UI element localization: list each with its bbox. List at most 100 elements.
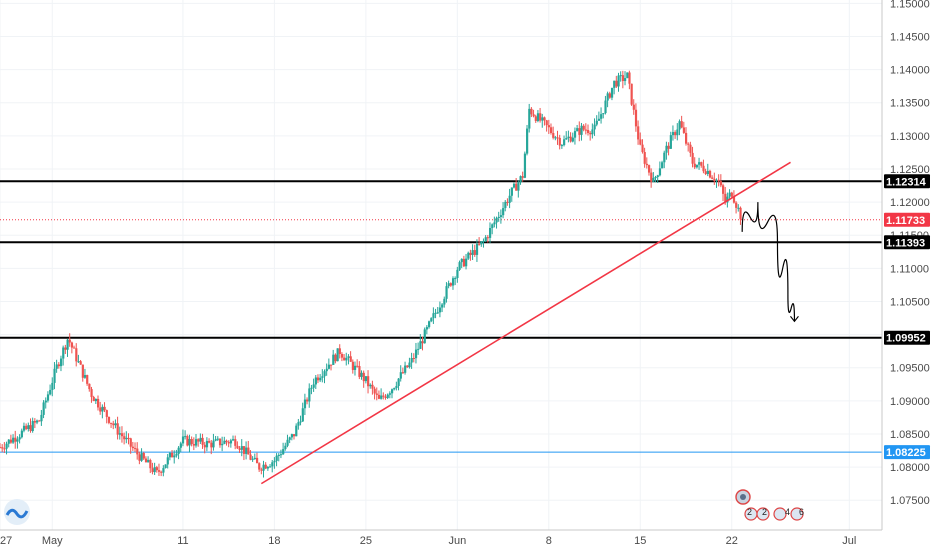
candle-body bbox=[451, 278, 455, 286]
trend-line[interactable] bbox=[260, 161, 791, 485]
candle-body bbox=[247, 447, 250, 455]
candle-body bbox=[286, 439, 289, 446]
candle-body bbox=[110, 422, 113, 424]
candle-body bbox=[428, 321, 431, 328]
candle-body bbox=[560, 145, 564, 147]
x-tick-label: 22 bbox=[726, 535, 738, 547]
projection-path[interactable] bbox=[741, 202, 796, 322]
candle-body bbox=[534, 116, 537, 121]
candle-body bbox=[704, 171, 707, 175]
horizontal-levels[interactable] bbox=[0, 180, 882, 453]
candle-body bbox=[449, 283, 452, 286]
candle-body bbox=[600, 114, 603, 119]
candle-body bbox=[698, 162, 701, 165]
candle-body bbox=[140, 453, 143, 461]
candle-body bbox=[693, 163, 696, 168]
x-tick-label: 25 bbox=[360, 535, 372, 547]
candle-body bbox=[510, 187, 513, 196]
candle-body bbox=[367, 376, 370, 387]
candle-body bbox=[610, 87, 614, 98]
candle-body bbox=[288, 437, 291, 440]
candle-body bbox=[480, 241, 483, 245]
candle-body bbox=[573, 131, 577, 138]
candle-body bbox=[393, 388, 396, 390]
candle-body bbox=[229, 440, 233, 444]
candle-body bbox=[626, 72, 629, 79]
candle-body bbox=[273, 460, 276, 463]
candle-body bbox=[408, 362, 411, 368]
candle-body bbox=[86, 375, 89, 384]
candle-body bbox=[375, 393, 378, 395]
candle-body bbox=[105, 410, 108, 417]
candle-body bbox=[526, 128, 529, 154]
candle-body bbox=[255, 457, 259, 464]
candle-body bbox=[630, 83, 633, 105]
candle-body bbox=[419, 341, 422, 349]
candle-body bbox=[251, 458, 254, 460]
time-axis[interactable] bbox=[0, 529, 932, 550]
candle-body bbox=[371, 384, 374, 389]
candle-body bbox=[175, 453, 178, 456]
candle-body bbox=[654, 177, 657, 179]
candle-body bbox=[284, 445, 287, 450]
candle-body bbox=[647, 165, 651, 173]
candle-body bbox=[49, 389, 52, 395]
candle-body bbox=[151, 468, 154, 473]
candle-body bbox=[443, 298, 446, 305]
candle-body bbox=[340, 354, 344, 358]
candle-body bbox=[38, 420, 41, 422]
y-tick-label: 1.09000 bbox=[890, 396, 930, 408]
candle-body bbox=[460, 258, 463, 263]
candle-body bbox=[495, 217, 498, 223]
candle-body bbox=[682, 127, 686, 133]
candle-body bbox=[412, 358, 415, 360]
candle-body bbox=[29, 425, 32, 432]
candle-body bbox=[706, 170, 709, 175]
candle-body bbox=[667, 145, 670, 149]
candle-body bbox=[641, 144, 644, 153]
candle-body bbox=[319, 377, 322, 381]
event-icon bbox=[773, 507, 787, 521]
candle-body bbox=[212, 440, 215, 448]
candle-body bbox=[334, 354, 337, 362]
candle-body bbox=[262, 464, 265, 471]
candle-body bbox=[75, 348, 78, 362]
candle-body bbox=[569, 136, 572, 142]
candle-body bbox=[107, 416, 111, 423]
candle-body bbox=[347, 356, 350, 358]
price-tag-label: 1.11393 bbox=[886, 237, 925, 249]
candle-body bbox=[541, 117, 544, 121]
candle-body bbox=[103, 406, 106, 411]
candle-body bbox=[554, 137, 557, 139]
candle-body bbox=[615, 80, 618, 87]
candle-body bbox=[724, 193, 727, 203]
candle-body bbox=[221, 443, 224, 446]
event-icons[interactable]: 2 2 4 6 bbox=[735, 489, 804, 521]
candle-body bbox=[425, 327, 429, 330]
candle-body bbox=[478, 243, 481, 245]
candle-body bbox=[9, 439, 13, 443]
candle-body bbox=[205, 441, 209, 448]
candle-body bbox=[12, 437, 15, 443]
tradingview-logo-icon[interactable] bbox=[4, 499, 30, 525]
candle-body bbox=[645, 163, 648, 166]
candle-body bbox=[345, 357, 348, 361]
candle-body bbox=[432, 313, 435, 319]
candle-body bbox=[53, 368, 56, 383]
candle-body bbox=[323, 371, 326, 377]
candle-body bbox=[306, 399, 309, 402]
candle-body bbox=[652, 177, 655, 182]
candle-body bbox=[369, 384, 372, 387]
price-tag-label: 1.08225 bbox=[886, 447, 926, 459]
x-tick-label: Jun bbox=[448, 535, 466, 547]
candle-body bbox=[360, 372, 363, 377]
drawings[interactable] bbox=[260, 161, 799, 485]
candle-body bbox=[351, 361, 354, 370]
candle-body bbox=[438, 307, 442, 313]
candle-body bbox=[497, 216, 500, 218]
candle-body bbox=[68, 339, 71, 343]
price-axis[interactable] bbox=[881, 0, 932, 530]
candle-body bbox=[99, 407, 102, 412]
candle-body bbox=[399, 372, 402, 379]
candle-body bbox=[691, 152, 694, 164]
